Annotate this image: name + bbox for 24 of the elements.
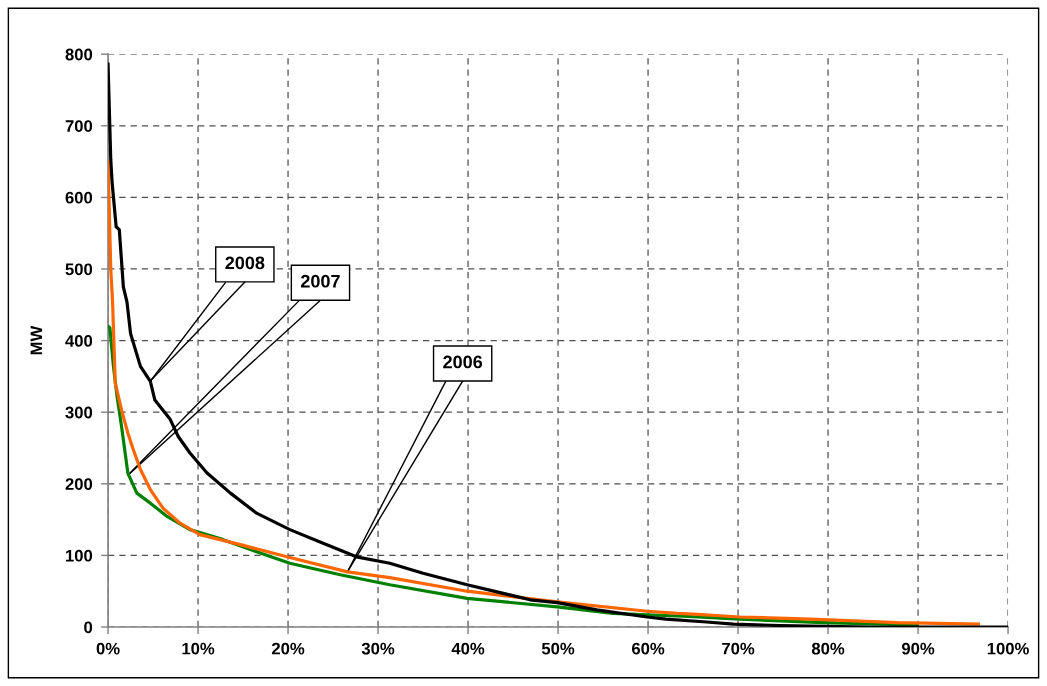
x-tick-label: 20% bbox=[271, 642, 305, 655]
x-tick-label: 90% bbox=[901, 642, 935, 655]
y-tick-label: 600 bbox=[65, 191, 93, 204]
x-tick-label: 0% bbox=[96, 642, 120, 655]
y-axis-title: MW bbox=[30, 325, 43, 355]
annotation: 2008 bbox=[225, 256, 265, 270]
x-tick-label: 80% bbox=[811, 642, 845, 655]
x-tick-label: 30% bbox=[361, 642, 395, 655]
annotation: 2006 bbox=[443, 355, 483, 369]
y-tick-label: 200 bbox=[65, 478, 93, 490]
x-tick-label: 10% bbox=[182, 642, 215, 655]
y-tick-label: 400 bbox=[65, 335, 93, 347]
x-tick-label: 100% bbox=[987, 642, 1029, 655]
x-tick-label: 40% bbox=[451, 642, 485, 655]
x-tick-label: 50% bbox=[541, 642, 575, 655]
y-tick-label: 800 bbox=[65, 48, 93, 61]
y-tick-label: 700 bbox=[65, 120, 93, 132]
annotation: 2007 bbox=[301, 274, 340, 288]
y-tick-label: 0 bbox=[84, 621, 93, 634]
x-tick-label: 70% bbox=[722, 642, 755, 655]
x-tick-label: 60% bbox=[631, 642, 665, 655]
y-tick-label: 300 bbox=[65, 406, 93, 419]
y-tick-label: 500 bbox=[65, 263, 93, 276]
y-tick-label: 100 bbox=[66, 549, 93, 562]
